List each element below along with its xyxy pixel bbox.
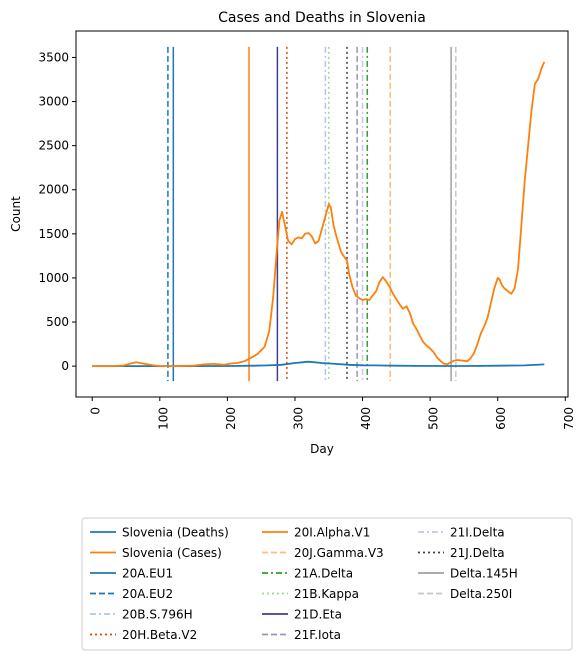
x-tick-label: 400 bbox=[359, 407, 373, 430]
legend-item: 20I.Alpha.V1 bbox=[262, 526, 370, 540]
x-tick-label: 600 bbox=[494, 407, 508, 430]
legend-item: 21D.Eta bbox=[262, 608, 342, 622]
legend-item: 20A.EU1 bbox=[90, 567, 173, 581]
plot-frame bbox=[75, 30, 569, 398]
x-tick-label: 500 bbox=[427, 407, 441, 430]
legend-label: 21J.Delta bbox=[450, 546, 505, 560]
legend-label: 21B.Kappa bbox=[294, 587, 359, 601]
legend-label: 20H.Beta.V2 bbox=[122, 628, 197, 642]
legend-item: Slovenia (Cases) bbox=[90, 546, 222, 560]
legend-item: 20A.EU2 bbox=[90, 587, 173, 601]
y-tick-label: 500 bbox=[46, 315, 69, 329]
x-tick-label: 100 bbox=[156, 407, 170, 430]
x-tick-label: 200 bbox=[224, 407, 238, 430]
legend-label: 21D.Eta bbox=[294, 608, 342, 622]
legend-item: 20B.S.796H bbox=[90, 608, 193, 622]
x-tick-label: 0 bbox=[89, 407, 103, 415]
series-line-slovenia-deaths bbox=[92, 360, 545, 367]
y-tick-label: 1000 bbox=[38, 271, 69, 285]
legend-item: Delta.250I bbox=[418, 587, 512, 601]
x-tick-label: 700 bbox=[562, 407, 576, 430]
x-axis: 0 100 200 300 400 500 600 700 bbox=[89, 397, 576, 430]
y-tick-label: 3000 bbox=[38, 95, 69, 109]
legend-item: 21J.Delta bbox=[418, 546, 505, 560]
legend-label: 20B.S.796H bbox=[122, 608, 193, 622]
plot-area bbox=[92, 46, 546, 382]
legend-item: Slovenia (Deaths) bbox=[90, 526, 229, 540]
legend-label: Delta.145H bbox=[450, 567, 518, 581]
y-tick-label: 3500 bbox=[38, 50, 69, 64]
legend-label: 20A.EU1 bbox=[122, 567, 173, 581]
legend: Slovenia (Deaths) Slovenia (Cases) 20A.EU1… bbox=[90, 526, 518, 642]
y-tick-label: 0 bbox=[61, 359, 69, 373]
legend-label: 20A.EU2 bbox=[122, 587, 173, 601]
legend-box bbox=[81, 517, 573, 651]
chart-title: Cases and Deaths in Slovenia bbox=[218, 10, 426, 26]
legend-item: 21B.Kappa bbox=[262, 587, 359, 601]
y-tick-label: 2000 bbox=[38, 183, 69, 197]
y-tick-label: 2500 bbox=[38, 139, 69, 153]
x-tick-label: 300 bbox=[291, 407, 305, 430]
legend-item: 20J.Gamma.V3 bbox=[262, 546, 384, 560]
x-axis-label: Day bbox=[310, 442, 334, 456]
legend-label: Slovenia (Cases) bbox=[122, 546, 222, 560]
legend-label: Delta.250I bbox=[450, 587, 512, 601]
legend-label: 20I.Alpha.V1 bbox=[294, 526, 370, 540]
legend-label: Slovenia (Deaths) bbox=[122, 526, 229, 540]
legend-label: 21A.Delta bbox=[294, 567, 353, 581]
legend-label: 21F.Iota bbox=[294, 628, 341, 642]
y-axis: 0 500 1000 1500 2000 2500 3000 3500 bbox=[38, 50, 76, 373]
y-axis-label: Count bbox=[9, 196, 23, 232]
y-tick-label: 1500 bbox=[38, 227, 69, 241]
series-line-slovenia-cases bbox=[92, 61, 546, 367]
legend-item: Delta.145H bbox=[418, 567, 518, 581]
legend-item: 20H.Beta.V2 bbox=[90, 628, 197, 642]
legend-item: 21F.Iota bbox=[262, 628, 341, 642]
legend-item: 21I.Delta bbox=[418, 526, 505, 540]
legend-label: 20J.Gamma.V3 bbox=[294, 546, 384, 560]
legend-label: 21I.Delta bbox=[450, 526, 505, 540]
legend-item: 21A.Delta bbox=[262, 567, 353, 581]
